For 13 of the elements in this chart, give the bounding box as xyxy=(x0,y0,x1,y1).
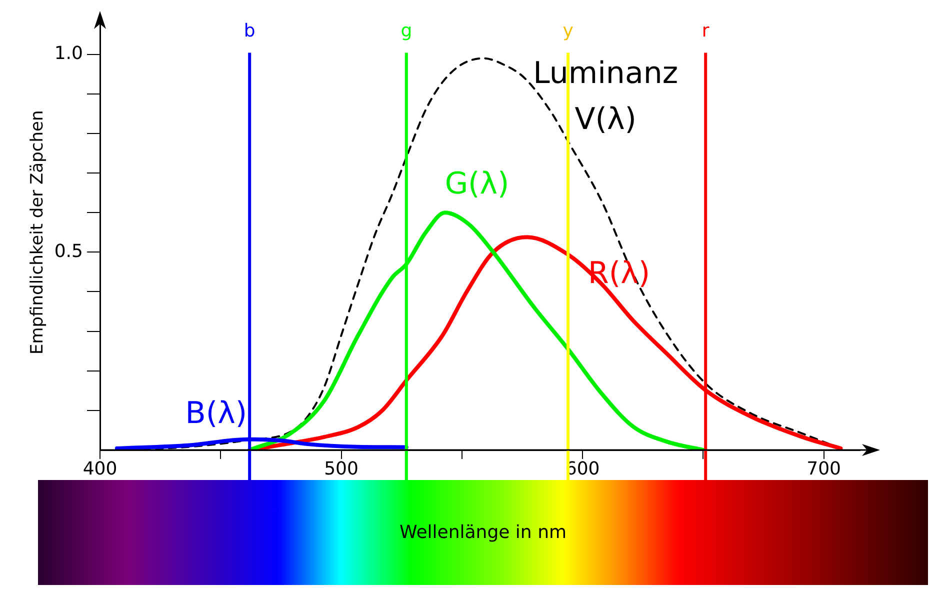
line-series xyxy=(248,210,706,450)
ref-line-label: g xyxy=(400,20,412,42)
series-label: B(λ) xyxy=(185,396,248,432)
y-axis-title: Empfindlichkeit der Zäpchen xyxy=(28,110,48,355)
y-tick-label: 1.0 xyxy=(54,43,83,64)
ref-line-label: y xyxy=(562,20,574,42)
series-label: G(λ) xyxy=(444,166,510,202)
x-tick-label: 500 xyxy=(324,458,358,480)
x-tick-label: 700 xyxy=(806,458,841,480)
y-tick-label: 0.5 xyxy=(54,240,83,262)
x-tick-label: 400 xyxy=(82,458,118,480)
ref-line-label: b xyxy=(244,20,256,42)
ref-line-label: r xyxy=(702,20,710,42)
